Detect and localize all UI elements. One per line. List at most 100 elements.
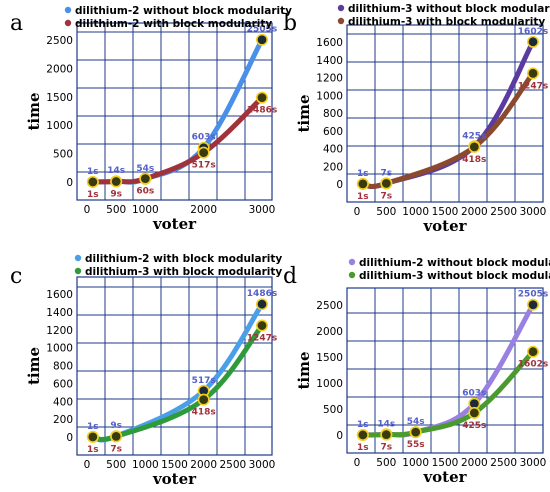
y-tick-label: 0 — [66, 432, 73, 444]
data-label: 517s — [192, 376, 216, 386]
y-tick-label: 0 — [66, 177, 73, 189]
data-label: 1s — [357, 420, 369, 430]
data-point — [526, 35, 539, 48]
data-point — [255, 33, 268, 46]
data-label: 60s — [136, 187, 154, 197]
y-tick-label: 600 — [53, 378, 73, 390]
data-label: 9s — [110, 189, 122, 199]
data-label: 1602s — [518, 360, 548, 370]
legend: dilithium-2 with block modularitydilithi… — [74, 253, 282, 278]
y-tick-label: 0 — [336, 430, 343, 442]
data-label: 14s — [107, 166, 125, 176]
x-tick-label: 3000 — [520, 206, 547, 218]
data-point — [86, 175, 99, 188]
x-tick-label: 0 — [354, 206, 361, 218]
legend-entry: dilithium-2 without block modularity — [75, 5, 292, 17]
panel-letter-c: c — [10, 264, 22, 289]
y-tick-label: 2500 — [316, 300, 343, 312]
legend: dilithium-2 without block modularitydili… — [64, 5, 292, 30]
y-axis-label: time — [295, 94, 313, 132]
data-label: 14s — [377, 419, 395, 429]
legend-marker — [348, 258, 356, 266]
x-tick-label: 500 — [376, 457, 396, 469]
data-label: 7s — [381, 191, 393, 201]
x-tick-label: 3000 — [249, 459, 276, 471]
x-tick-label: 2000 — [461, 457, 488, 469]
y-tick-label: 1000 — [316, 378, 343, 390]
x-tick-label: 0 — [354, 457, 361, 469]
series-line-1 — [360, 302, 536, 438]
x-tick-label: 2000 — [461, 206, 488, 218]
data-label: 1s — [357, 169, 369, 179]
x-tick-label: 1000 — [402, 457, 429, 469]
data-label: 1s — [87, 190, 99, 200]
x-tick-label: 1500 — [432, 457, 459, 469]
plot-frame — [346, 287, 544, 454]
y-tick-label: 1500 — [316, 352, 343, 364]
y-tick-label: 2500 — [46, 35, 73, 47]
panel-b: b0 500 1000 1500 2000 2500 3000020040060080010… — [283, 3, 550, 235]
data-label: 1s — [87, 167, 99, 177]
x-axis-label: voter — [422, 217, 467, 235]
data-label: 1486s — [247, 289, 277, 299]
data-point — [380, 177, 393, 190]
x-tick-label: 500 — [106, 459, 126, 471]
legend-marker — [337, 17, 345, 25]
legend-entry: dilithium-2 with block modularity — [75, 18, 272, 30]
y-tick-label: 400 — [323, 144, 343, 156]
x-axis-label: voter — [422, 468, 467, 486]
x-tick-label: 1500 — [161, 459, 188, 471]
data-point — [356, 428, 369, 441]
data-point — [255, 298, 268, 311]
data-point — [526, 67, 539, 80]
data-point — [110, 430, 123, 443]
data-label: 55s — [407, 440, 425, 450]
data-point — [197, 393, 210, 406]
data-point — [110, 175, 123, 188]
legend-entry: dilithium-2 without block modularity — [359, 257, 550, 269]
y-axis-label: time — [295, 351, 313, 389]
x-tick-label: 0 — [84, 459, 91, 471]
data-point — [526, 345, 539, 358]
plot-frame — [346, 24, 544, 203]
data-label: 7s — [381, 168, 393, 178]
y-tick-label: 800 — [323, 108, 343, 120]
series-line-2 — [360, 70, 536, 189]
y-tick-label: 200 — [53, 414, 73, 426]
data-label: 2505s — [518, 290, 548, 300]
legend-marker — [74, 254, 82, 262]
legend-entry: dilithium-3 with block modularity — [85, 266, 282, 278]
y-tick-label: 500 — [53, 149, 73, 161]
x-tick-label: 1000 — [132, 459, 159, 471]
legend-marker — [337, 4, 345, 12]
x-tick-label: 1000 — [402, 206, 429, 218]
legend-marker — [348, 271, 356, 279]
panel-d: d0 500 1000 1500 2000 2500 3000050010001500200… — [283, 257, 550, 486]
legend: dilithium-2 without block modularitydili… — [348, 257, 550, 282]
data-point — [380, 428, 393, 441]
legend: dilithium-3 without block modularitydili… — [337, 3, 550, 28]
x-tick-label: 500 — [106, 204, 126, 216]
legend-entry: dilithium-3 with block modularity — [348, 16, 545, 28]
data-point — [255, 319, 268, 332]
legend-entry: dilithium-3 without block modularity — [348, 3, 550, 15]
data-label: 425s — [462, 421, 486, 431]
y-tick-label: 2000 — [46, 63, 73, 75]
data-point — [468, 406, 481, 419]
x-tick-label: 1500 — [432, 206, 459, 218]
series-line-1 — [90, 301, 265, 443]
data-label: 1247s — [247, 334, 277, 344]
data-label: 1s — [357, 443, 369, 453]
x-tick-label: 3000 — [520, 457, 547, 469]
data-point — [526, 298, 539, 311]
legend-marker — [74, 267, 82, 275]
y-tick-label: 200 — [323, 161, 343, 173]
x-axis-label: voter — [152, 215, 197, 233]
data-label: 425s — [462, 131, 486, 141]
y-tick-label: 1400 — [46, 307, 73, 319]
y-tick-label: 1400 — [316, 55, 343, 67]
y-tick-label: 1600 — [316, 37, 343, 49]
x-axis-label: voter — [152, 470, 197, 488]
data-label: 2505s — [247, 25, 277, 35]
